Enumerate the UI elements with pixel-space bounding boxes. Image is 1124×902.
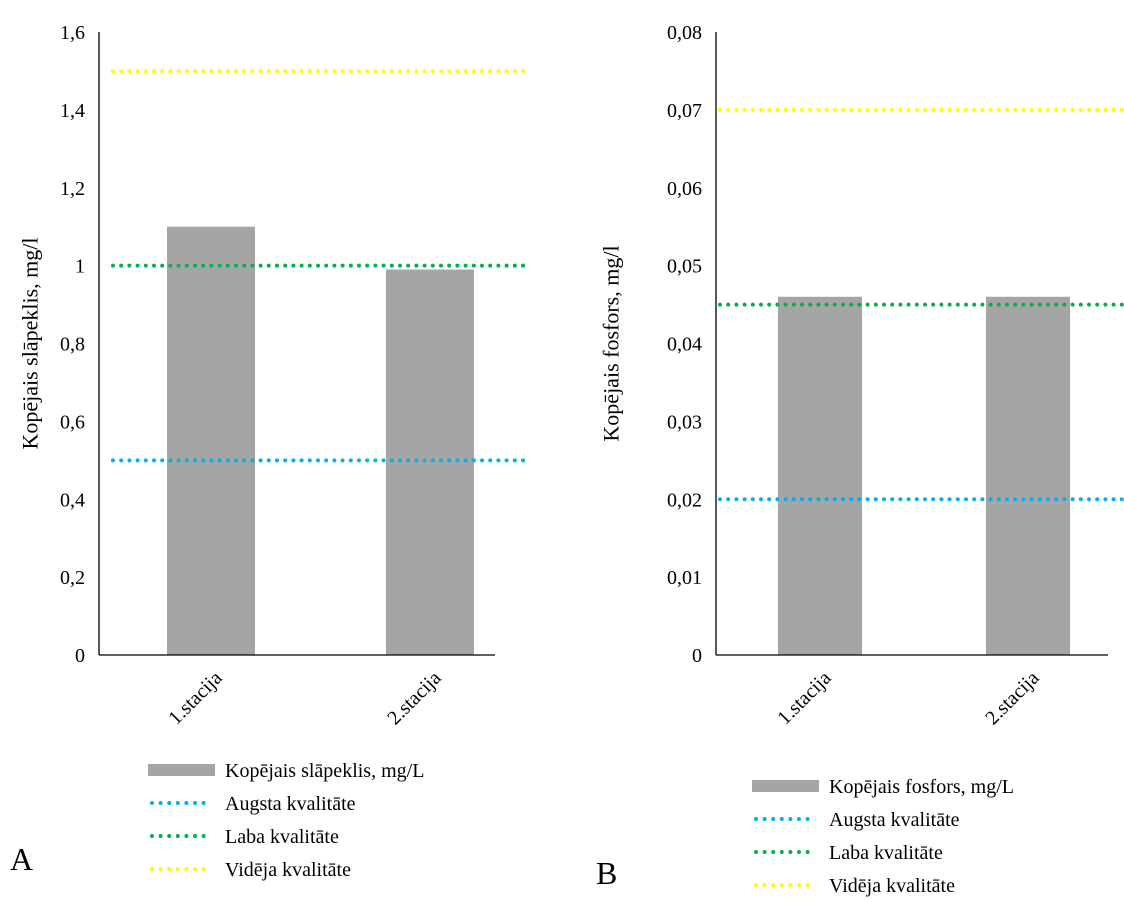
a-panel-label: A — [10, 841, 33, 877]
b-legend-label-bar: Kopējais fosfors, mg/L — [829, 776, 1014, 798]
a-y-tick-label: 0,8 — [60, 334, 85, 356]
b-legend-label-line-3: Vidēja kvalitāte — [829, 875, 955, 897]
b-y-tick-label: 0,02 — [667, 489, 702, 511]
b-legend: Kopējais fosfors, mg/L Augsta kvalitāte La… — [752, 776, 1014, 897]
b-legend-label-line-1: Augsta kvalitāte — [829, 809, 960, 831]
b-legend-swatch-bar — [752, 780, 819, 792]
a-y-tick-label: 1,6 — [60, 22, 85, 44]
b-y-tick-label: 0,06 — [667, 178, 702, 200]
a-y-tick-label: 1,4 — [60, 100, 85, 122]
b-y-tick-label: 0,03 — [667, 411, 702, 433]
b-panel-label: B — [596, 855, 617, 891]
b-y-tick-label: 0,04 — [667, 334, 702, 356]
b-y-tick-label: 0,07 — [667, 100, 702, 122]
a-x-tick-label-1: 1.stacija — [164, 667, 226, 729]
b-y-tick-label: 0,08 — [667, 22, 702, 44]
a-legend-label-line-1: Augsta kvalitāte — [225, 793, 356, 815]
a-y-tick-label: 0 — [75, 645, 85, 667]
a-x-tick-label-2: 2.stacija — [383, 667, 445, 729]
b-y-tick-label: 0,05 — [667, 256, 702, 278]
a-legend: Kopējais slāpeklis, mg/L Augsta kvalitāte… — [148, 760, 424, 881]
b-bar-2 — [986, 296, 1070, 655]
a-bar-2 — [386, 269, 474, 655]
b-bar-1 — [778, 296, 862, 655]
a-bar-1 — [167, 226, 255, 655]
b-x-tick-label-2: 2.stacija — [981, 667, 1043, 729]
a-y-tick-label: 0,2 — [60, 567, 85, 589]
b-legend-label-line-2: Laba kvalitāte — [829, 842, 943, 864]
chart-panel-b: 0 0,01 0,02 0,03 0,04 0,05 0,06 0,07 0,08 1.staci… — [596, 22, 1124, 897]
a-y-tick-label: 1,2 — [60, 178, 85, 200]
a-legend-label-line-3: Vidēja kvalitāte — [225, 859, 351, 881]
chart-panel-a: 0 0,2 0,4 0,6 0,8 1 1,2 1,4 1,6 1.stacija 2.stacij… — [10, 22, 530, 881]
a-y-tick-label: 1 — [75, 256, 85, 278]
a-legend-swatch-bar — [148, 764, 215, 776]
a-y-tick-label: 0,6 — [60, 411, 85, 433]
b-y-tick-label: 0 — [692, 645, 702, 667]
a-y-axis-title: Kopējais slāpeklis, mg/l — [18, 237, 43, 449]
b-x-tick-label-1: 1.stacija — [773, 667, 835, 729]
a-y-tick-label: 0,4 — [60, 489, 85, 511]
a-legend-label-bar: Kopējais slāpeklis, mg/L — [225, 760, 424, 782]
b-y-tick-label: 0,01 — [667, 567, 702, 589]
a-legend-label-line-2: Laba kvalitāte — [225, 826, 339, 848]
b-y-axis-title: Kopējais fosfors, mg/l — [599, 245, 624, 441]
